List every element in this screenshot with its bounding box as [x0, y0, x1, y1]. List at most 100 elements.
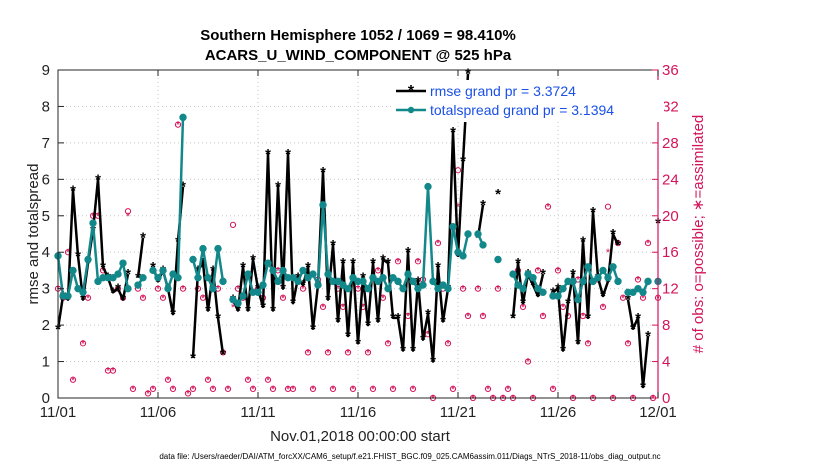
rmse-point: * — [395, 310, 401, 327]
obs-possible-point — [474, 285, 482, 292]
rmse-point: * — [420, 332, 426, 349]
obs-assimilated-point: * — [591, 393, 596, 405]
rmse-point: * — [590, 204, 596, 221]
totalspread-point — [599, 266, 607, 275]
totalspread-point — [209, 284, 217, 293]
obs-assimilated-point: * — [431, 393, 436, 405]
totalspread-point — [634, 284, 642, 293]
totalspread-point — [409, 277, 417, 286]
totalspread-point — [384, 284, 392, 293]
obs-assimilated-point: * — [181, 284, 186, 296]
obs-possible-point — [449, 385, 457, 392]
obs-assimilated-point: * — [206, 375, 211, 387]
totalspread-point — [84, 255, 92, 264]
obs-assimilated-point: * — [211, 384, 216, 396]
obs-assimilated-point: * — [521, 302, 526, 314]
totalspread-point — [229, 295, 237, 304]
obs-assimilated-point: * — [396, 256, 401, 268]
obs-possible-point — [544, 203, 552, 210]
totalspread-point — [94, 277, 102, 286]
rmse-point: * — [625, 292, 631, 309]
totalspread-point — [424, 182, 432, 191]
obs-possible-point — [69, 376, 77, 383]
rmse-point: * — [565, 295, 571, 312]
rmse-point: * — [205, 303, 211, 320]
obs-possible-point — [129, 385, 137, 392]
rmse-point: * — [250, 252, 256, 269]
obs-assimilated-point: * — [226, 384, 231, 396]
legend: * rmse grand pr = 3.3724 totalspread gra… — [394, 80, 664, 122]
rmse-point: * — [335, 313, 341, 330]
obs-possible-point — [309, 385, 317, 392]
totalspread-point — [509, 270, 517, 278]
obs-possible-point — [364, 349, 372, 356]
obs-possible-point — [139, 294, 147, 301]
rmse-point: * — [210, 262, 216, 279]
totalspread-point — [194, 274, 202, 282]
obs-possible-point — [374, 267, 382, 274]
rmse-point: * — [575, 335, 581, 352]
obs-assimilated-point: * — [546, 202, 551, 214]
obs-assimilated-point: * — [156, 284, 161, 296]
rmse-point: * — [285, 146, 291, 163]
rmse-line — [626, 299, 650, 389]
obs-assimilated-point: * — [351, 384, 356, 396]
obs-possible-point — [409, 385, 417, 392]
rmse-point: * — [355, 335, 361, 352]
totalspread-point — [439, 281, 447, 289]
totalspread-point — [609, 263, 617, 271]
obs-possible-point — [264, 376, 272, 383]
totalspread-point — [589, 277, 597, 286]
rmse-point: * — [365, 317, 371, 334]
obs-assimilated-point: * — [651, 393, 656, 405]
rmse-point: * — [320, 164, 326, 181]
obs-assimilated-point: * — [496, 284, 501, 296]
legend-rmse-marker: * — [408, 83, 415, 100]
totalspread-point — [379, 274, 387, 282]
obs-assimilated-point: * — [471, 393, 476, 405]
obs-assimilated-point: * — [501, 393, 506, 405]
rmse-point: * — [140, 230, 146, 247]
obs-possible-point — [164, 376, 172, 383]
obs-assimilated-point: * — [461, 284, 466, 296]
obs-assimilated-point: * — [126, 211, 131, 223]
rmse-point: * — [265, 146, 271, 163]
obs-assimilated-point: * — [441, 284, 446, 296]
rmse-point: * — [200, 255, 206, 272]
obs-possible-point — [184, 390, 192, 397]
rmse-point: * — [120, 292, 126, 309]
obs-assimilated-point: * — [536, 265, 541, 277]
obs-possible-point — [614, 240, 622, 247]
legend-rmse-label: rmse grand pr = 3.3724 — [430, 83, 576, 99]
totalspread-point — [174, 274, 182, 282]
totalspread-point — [319, 201, 327, 209]
totalspread-point — [579, 277, 587, 286]
rmse-point: * — [340, 255, 346, 272]
totalspread-point — [459, 252, 467, 260]
obs-assimilated-point: * — [186, 388, 191, 400]
obs-possible-point — [479, 312, 487, 320]
obs-assimilated-point: * — [631, 393, 636, 405]
obs-possible-point — [599, 303, 607, 310]
totalspread-point — [574, 295, 582, 304]
obs-assimilated-point: * — [406, 311, 411, 323]
x-tick-label: 11/16 — [340, 404, 376, 421]
rmse-point: * — [310, 321, 316, 338]
totalspread-point — [124, 284, 132, 293]
x-axis-label: Nov.01,2018 00:00:00 start — [270, 428, 451, 445]
rmse-point: * — [345, 328, 351, 345]
totalspread-point — [324, 270, 332, 278]
obs-possible-point — [414, 258, 422, 265]
obs-possible-point — [154, 285, 162, 292]
rmse-point: * — [615, 237, 621, 254]
obs-possible-point — [554, 267, 562, 274]
obs-assimilated-point: * — [571, 393, 576, 405]
obs-assimilated-point: * — [531, 393, 536, 405]
totalspread-point — [304, 274, 312, 282]
obs-assimilated-point: * — [576, 275, 581, 287]
y-tick-label: 3 — [42, 281, 50, 298]
rmse-line — [231, 73, 470, 363]
obs-assimilated-point: * — [306, 347, 311, 359]
